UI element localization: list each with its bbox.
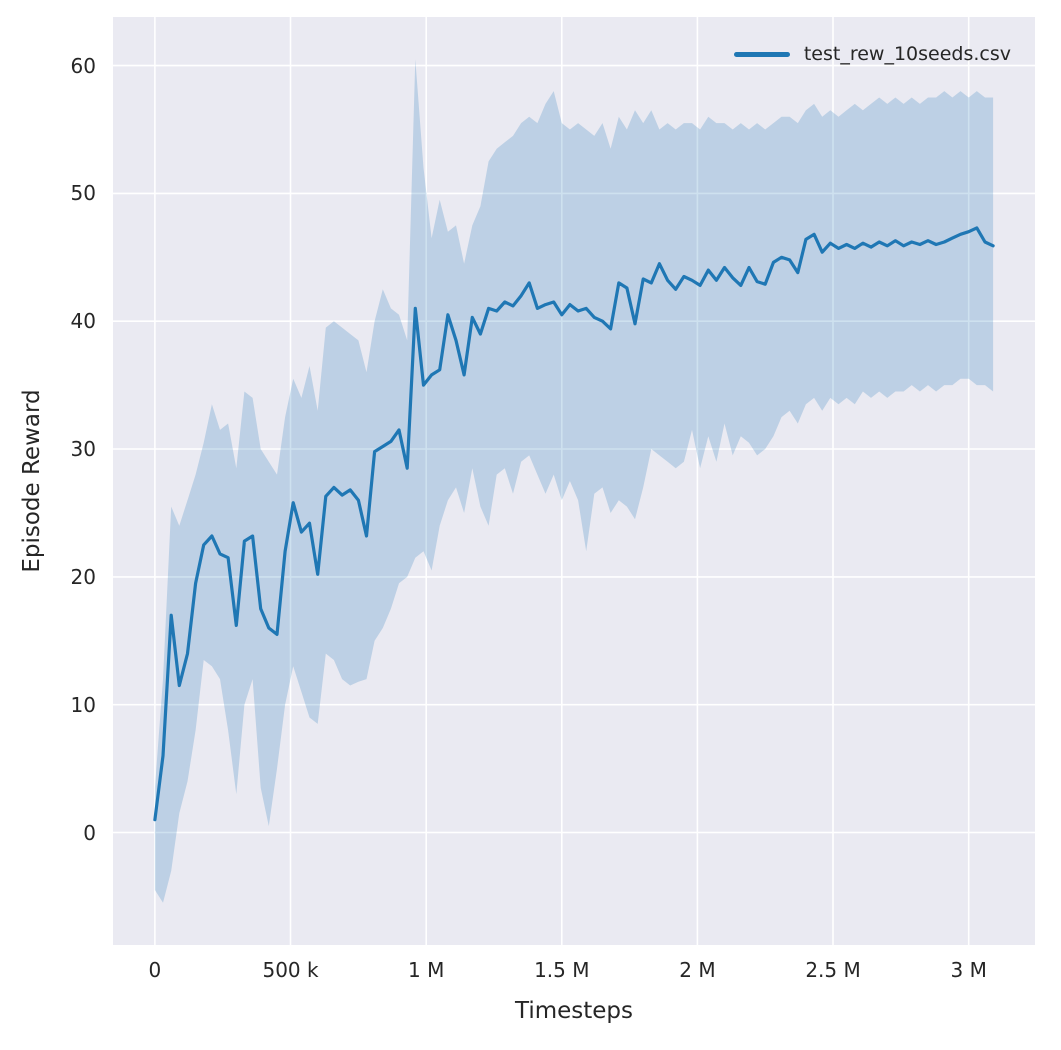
x-tick-label: 1.5 M: [534, 958, 590, 982]
y-tick-label: 10: [70, 692, 96, 717]
y-tick-label: 20: [70, 564, 96, 589]
y-tick-label: 40: [70, 309, 96, 334]
x-tick-label: 3 M: [950, 958, 987, 982]
x-tick-label: 2 M: [679, 958, 716, 982]
confidence-band: [154, 59, 994, 903]
legend: test_rew_10seeds.csv: [733, 43, 1011, 65]
chart-canvas: [113, 17, 1035, 945]
legend-line-swatch: [733, 51, 790, 57]
y-tick-label: 0: [83, 820, 96, 845]
x-axis-label: Timesteps: [514, 998, 634, 1024]
x-tick-label: 2.5 M: [805, 958, 861, 982]
legend-label: test_rew_10seeds.csv: [803, 43, 1011, 65]
plot-area: test_rew_10seeds.csv: [113, 17, 1035, 945]
y-tick-label: 50: [70, 181, 96, 206]
y-tick-label: 30: [70, 437, 96, 462]
x-tick-label: 500 k: [262, 958, 319, 982]
y-tick-label: 60: [70, 53, 96, 78]
x-tick-label: 0: [148, 958, 162, 982]
y-axis-label: Episode Reward: [19, 389, 45, 573]
mean-line: [153, 226, 995, 822]
x-tick-label: 1 M: [407, 958, 445, 982]
